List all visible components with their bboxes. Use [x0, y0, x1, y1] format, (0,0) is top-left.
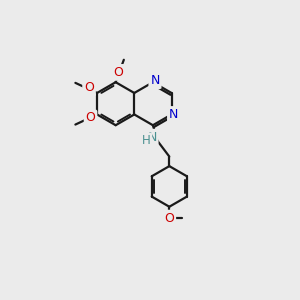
Text: N: N: [150, 74, 160, 87]
Text: O: O: [164, 212, 174, 225]
Text: O: O: [114, 66, 124, 79]
Text: H: H: [142, 134, 150, 147]
Text: O: O: [84, 82, 94, 94]
Text: O: O: [85, 112, 95, 124]
Text: N: N: [169, 108, 178, 121]
Text: N: N: [147, 131, 157, 144]
